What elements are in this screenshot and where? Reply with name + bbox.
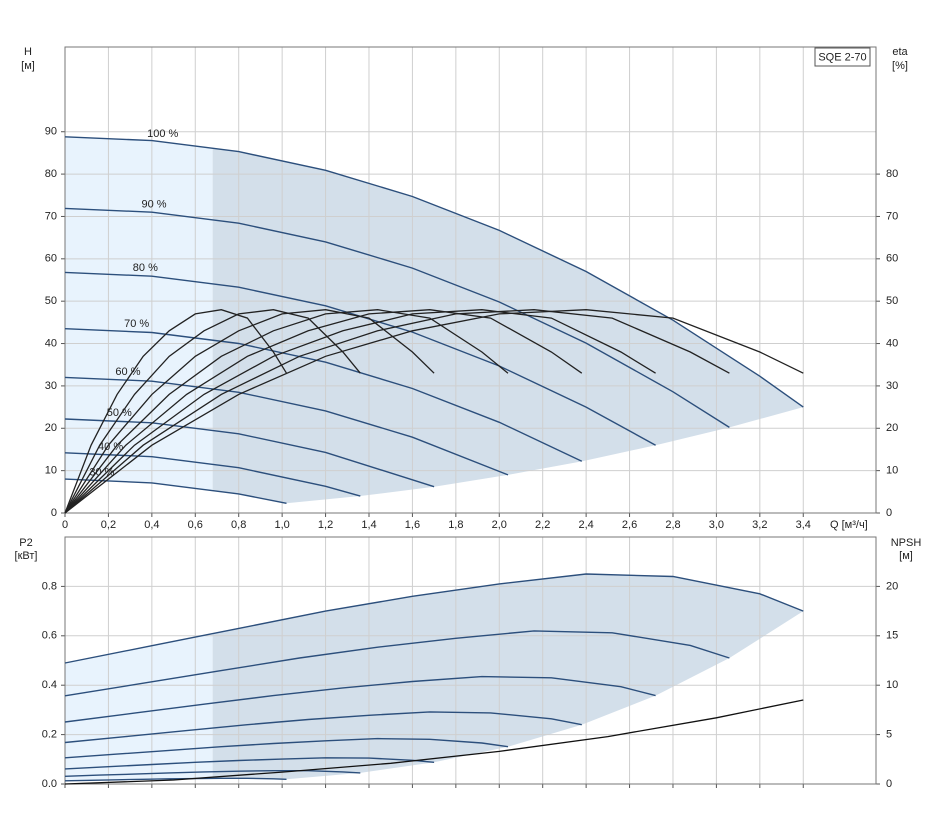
secondary-curve — [64, 309, 656, 514]
curve-label: 50 % — [107, 407, 132, 419]
y-tick-label: 0.2 — [42, 729, 57, 741]
curve — [64, 376, 509, 476]
curve — [64, 777, 287, 782]
x-axis-label: Q [м³/ч] — [830, 519, 868, 531]
y-tick-label: 30 — [45, 380, 57, 392]
curve-label: 80 % — [133, 262, 158, 274]
secondary-curve — [64, 309, 730, 514]
y-tick-label: 0.6 — [42, 630, 57, 642]
y-tick-label: 70 — [45, 210, 57, 222]
chart-title: SQE 2-70 — [818, 51, 866, 63]
curve-label: 40 % — [98, 441, 123, 453]
y-tick-label: 20 — [45, 422, 57, 434]
x-tick-label: 0 — [62, 519, 68, 531]
curve-label: 90 % — [141, 198, 166, 210]
y-tick-label: 0.4 — [42, 679, 57, 691]
curve — [64, 328, 583, 462]
y-tick-label: 50 — [45, 295, 57, 307]
plot-frame — [64, 536, 877, 785]
y-tick-label: 0 — [51, 507, 57, 519]
y-tick-label: 0.8 — [42, 580, 57, 592]
curve — [64, 770, 361, 777]
curve — [64, 630, 730, 697]
x-tick-label: 2,0 — [492, 519, 507, 531]
y-axis-label: H — [24, 46, 32, 58]
y-axis-unit: [кВт] — [15, 550, 38, 562]
x-tick-label: 1,0 — [274, 519, 289, 531]
x-tick-label: 2,6 — [622, 519, 637, 531]
y2-tick-label: 5 — [886, 729, 892, 741]
y-tick-label: 60 — [45, 253, 57, 265]
light-region — [65, 136, 213, 491]
curve — [64, 136, 804, 408]
y2-tick-label: 15 — [886, 630, 898, 642]
x-tick-label: 0,2 — [101, 519, 116, 531]
y2-tick-label: 10 — [886, 465, 898, 477]
curve — [64, 478, 287, 504]
y2-axis-unit: [м] — [899, 550, 913, 562]
x-tick-label: 3,0 — [709, 519, 724, 531]
secondary-curve — [64, 309, 804, 514]
curve — [64, 573, 804, 664]
y-tick-label: 80 — [45, 168, 57, 180]
secondary-curve — [64, 309, 361, 514]
x-tick-label: 2,4 — [578, 519, 593, 531]
y2-tick-label: 80 — [886, 168, 898, 180]
y2-axis-label: eta — [892, 46, 908, 58]
curve — [64, 207, 730, 428]
secondary-curve — [64, 309, 288, 514]
curve — [64, 271, 656, 446]
x-tick-label: 1,2 — [318, 519, 333, 531]
y-axis-label: P2 — [19, 537, 32, 549]
x-tick-label: 1,4 — [361, 519, 376, 531]
curve-label: 100 % — [147, 128, 178, 140]
y2-tick-label: 0 — [886, 778, 892, 790]
plot-frame — [64, 46, 877, 514]
curve — [64, 418, 435, 488]
x-tick-label: 2,8 — [665, 519, 680, 531]
y2-tick-label: 40 — [886, 337, 898, 349]
curve — [64, 675, 656, 723]
y-tick-label: 0.0 — [42, 778, 57, 790]
plot — [61, 46, 880, 517]
secondary-curve — [64, 699, 804, 785]
secondary-curve — [64, 309, 583, 514]
y-tick-label: 90 — [45, 126, 57, 138]
y2-tick-label: 50 — [886, 295, 898, 307]
y2-tick-label: 20 — [886, 580, 898, 592]
y2-tick-label: 10 — [886, 679, 898, 691]
curve — [64, 737, 509, 759]
x-tick-label: 0,8 — [231, 519, 246, 531]
x-tick-label: 1,8 — [448, 519, 463, 531]
y-tick-label: 10 — [45, 465, 57, 477]
curve-label: 60 % — [115, 366, 140, 378]
operating-region — [212, 148, 804, 504]
x-tick-label: 1,6 — [405, 519, 420, 531]
y2-tick-label: 60 — [886, 253, 898, 265]
y-axis-unit: [м] — [21, 60, 35, 72]
x-tick-label: 2,2 — [535, 519, 550, 531]
curve-label: 30 % — [89, 467, 114, 479]
y2-axis-unit: [%] — [892, 60, 908, 72]
y2-tick-label: 0 — [886, 507, 892, 519]
y2-tick-label: 20 — [886, 422, 898, 434]
curve — [64, 757, 435, 770]
curve-label: 70 % — [124, 318, 149, 330]
light-region — [65, 633, 213, 781]
y-tick-label: 40 — [45, 337, 57, 349]
x-tick-label: 0,6 — [188, 519, 203, 531]
y2-axis-label: NPSH — [891, 537, 922, 549]
x-tick-label: 0,4 — [144, 519, 159, 531]
x-tick-label: 3,2 — [752, 519, 767, 531]
secondary-curve — [64, 309, 435, 514]
title-box — [814, 47, 871, 67]
curve — [64, 452, 361, 497]
y2-tick-label: 70 — [886, 210, 898, 222]
y2-tick-label: 30 — [886, 380, 898, 392]
secondary-curve — [64, 309, 509, 514]
curve — [64, 711, 582, 744]
plot — [61, 536, 880, 788]
x-tick-label: 3,4 — [796, 519, 811, 531]
